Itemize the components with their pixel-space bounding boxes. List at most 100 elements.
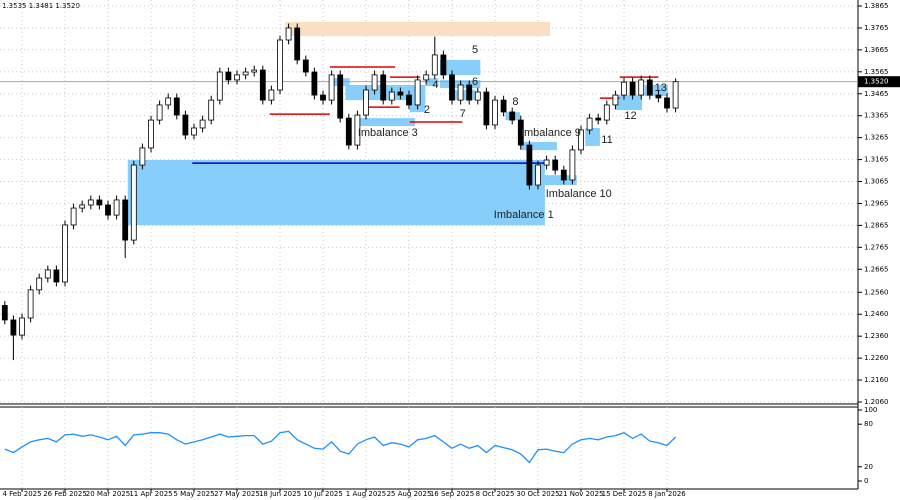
zone [644, 84, 668, 97]
candle-body [595, 117, 602, 121]
candle-body [578, 129, 584, 151]
x-tick-label: 25 Aug 2025 [387, 490, 432, 498]
candle-body [113, 199, 120, 216]
y-tick-label: 1.3665 [864, 46, 889, 54]
y-tick-label: 0 [864, 477, 868, 485]
candle-body [457, 84, 464, 101]
candle-body [371, 74, 378, 91]
x-tick-label: 15 Dec 2025 [602, 490, 647, 498]
y-tick-label: 1.3465 [864, 90, 889, 98]
candle-body [96, 199, 103, 206]
candle-body [646, 79, 653, 96]
candle-body [10, 319, 17, 336]
y-tick-label: 1.3165 [864, 156, 889, 164]
zone [539, 175, 577, 186]
candle-body [569, 149, 576, 181]
candle-body [27, 289, 34, 319]
candle-body [560, 169, 567, 181]
candle-body [328, 74, 335, 101]
last-price-box [858, 76, 900, 88]
candle-body [363, 89, 369, 116]
x-tick-label: 8 Jan 2026 [648, 490, 686, 498]
candle-body [397, 91, 404, 96]
candle-body [87, 199, 94, 206]
candle-body [285, 27, 292, 41]
candle-body [586, 117, 593, 131]
candle-body [191, 127, 197, 136]
candle-body [148, 119, 154, 149]
candle-body [406, 94, 412, 106]
x-tick-label: 4 Feb 2025 [2, 490, 41, 498]
candle-body [19, 317, 25, 336]
zone-label: Imbalance 10 [546, 188, 612, 200]
x-tick-label: 5 May 2025 [173, 490, 214, 498]
candle-body [36, 277, 43, 291]
zone-label: 8 [512, 96, 518, 108]
zone-label: 7 [460, 108, 466, 120]
y-tick-label: 1.2560 [864, 288, 889, 296]
y-tick-label: 1.3365 [864, 112, 889, 120]
y-tick-label: 1.3865 [864, 2, 889, 10]
y-tick-label: 1.2260 [864, 354, 889, 362]
candle-body [655, 94, 662, 99]
y-tick-label: 1.2665 [864, 265, 889, 273]
candle-body [500, 99, 507, 113]
candle-body [242, 71, 249, 76]
zone [285, 22, 551, 37]
candle-body [259, 69, 266, 101]
candle-body [44, 269, 51, 279]
candle-body [440, 54, 447, 76]
candle-body [526, 144, 533, 186]
candle-body [320, 94, 326, 101]
candle-body [517, 119, 524, 146]
zone [615, 95, 643, 110]
zone-label: Imbalance 9 [521, 127, 581, 139]
x-tick-label: 1 Aug 2025 [346, 490, 386, 498]
x-tick-label: 20 Mar 2025 [86, 490, 130, 498]
zone-label: Imbalance 3 [358, 127, 418, 139]
candle-body [483, 91, 490, 126]
candle-body [216, 71, 223, 101]
candle-body [156, 104, 163, 121]
candle-body [302, 59, 309, 73]
candle-body [380, 74, 387, 101]
zone [439, 59, 481, 76]
y-tick-label: 1.2360 [864, 332, 889, 340]
zone-label: 6 [472, 76, 478, 88]
candle-body [277, 39, 283, 91]
y-tick-label: 1.3565 [864, 68, 889, 76]
candle-body [208, 99, 215, 121]
candle-body [388, 91, 395, 101]
candle-body [354, 114, 361, 146]
zone [127, 160, 545, 226]
zone-label: 2 [424, 104, 430, 116]
candle-body [268, 89, 275, 101]
zone [354, 118, 416, 127]
zone [519, 142, 557, 151]
candle-body [234, 74, 240, 81]
candle-body [638, 79, 645, 96]
y-tick-label: 1.3765 [864, 24, 889, 32]
candle-body [294, 27, 301, 61]
candle-body [474, 91, 481, 101]
candle-body [1, 305, 8, 321]
zone-label: 11 [601, 134, 612, 146]
y-tick-label: 1.3265 [864, 134, 889, 142]
x-tick-label: 18 Jun 2025 [259, 490, 301, 498]
last-price-label: 1.3520 [864, 78, 889, 86]
x-tick-label: 8 Oct 2025 [476, 490, 515, 498]
zone [585, 127, 600, 146]
candle-body [251, 69, 258, 73]
candle-body [345, 117, 352, 146]
candle-body [466, 84, 473, 101]
y-tick-label: 1.2865 [864, 221, 889, 229]
candle-body [139, 147, 146, 166]
candle-body [199, 119, 206, 129]
x-tick-label: 16 Sep 2025 [430, 490, 474, 498]
x-tick-label: 11 Apr 2025 [129, 490, 172, 498]
x-tick-label: 26 Feb 2025 [43, 490, 87, 498]
candle-body [130, 164, 137, 241]
candle-body [311, 71, 318, 96]
candle-body [612, 94, 619, 106]
